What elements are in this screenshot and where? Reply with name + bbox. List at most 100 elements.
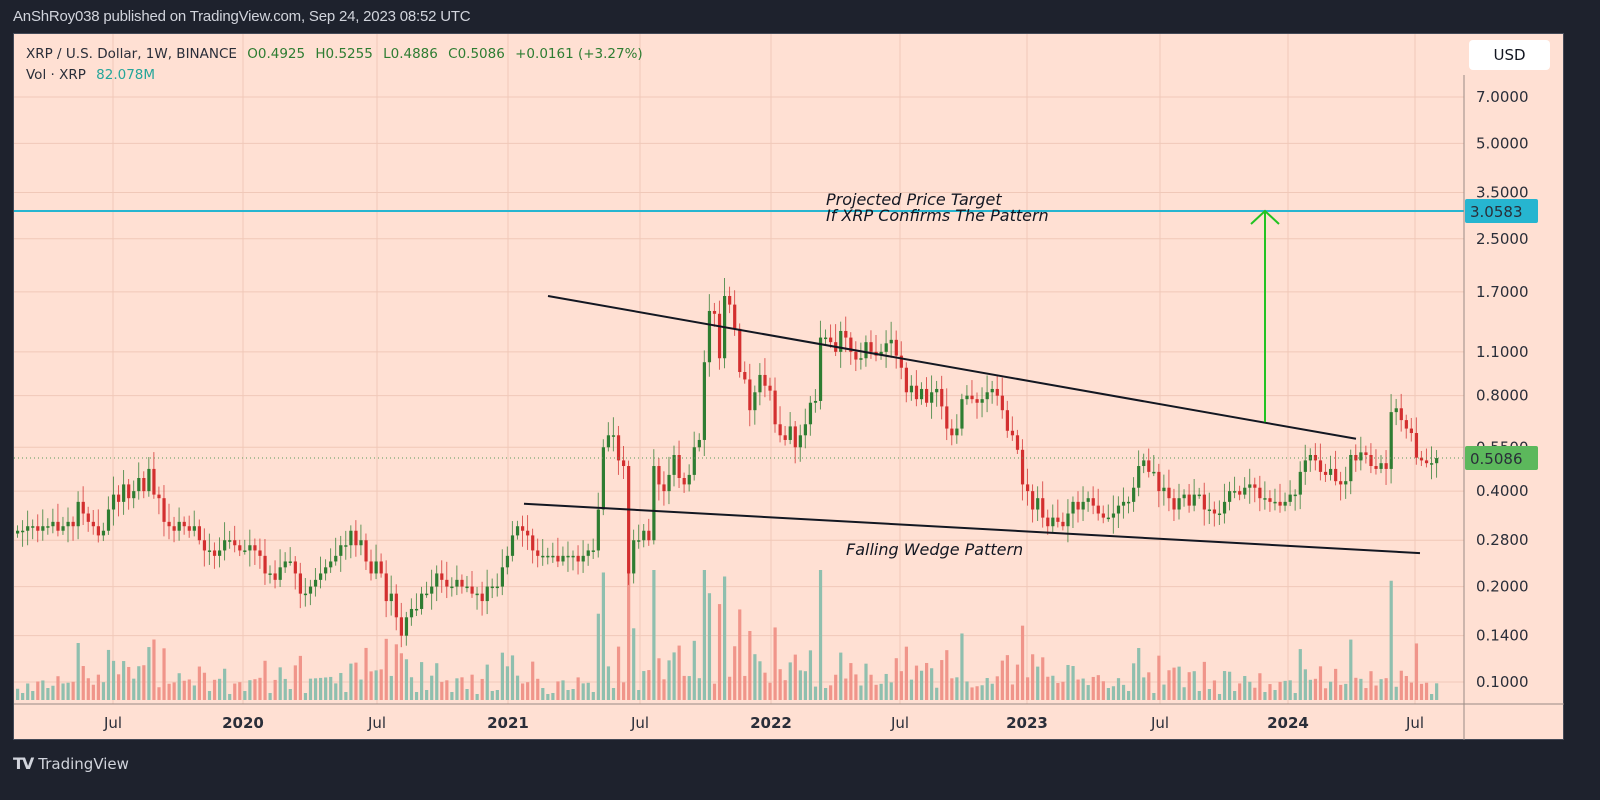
candle-body (793, 426, 797, 448)
volume-bar (414, 692, 419, 700)
candle-body (642, 530, 646, 541)
volume-bar (435, 663, 439, 700)
candle-body (955, 428, 959, 436)
candle-body (505, 555, 510, 568)
candle-body (127, 484, 131, 499)
volume-bar (1177, 666, 1181, 700)
tradingview-logo-icon[interactable]: TV (13, 754, 34, 773)
candle-body (788, 426, 792, 440)
volume-bar (344, 692, 348, 700)
volume-bar (778, 669, 782, 700)
candle-body (596, 509, 600, 551)
volume-bar (283, 678, 287, 700)
volume-bar (1228, 671, 1232, 700)
time-tick: 2023 (1006, 714, 1048, 732)
volume-label[interactable]: Vol · XRP (26, 67, 86, 83)
published-header: AnShRoy038 published on TradingView.com,… (13, 8, 471, 25)
candle-body (1041, 498, 1045, 518)
volume-bar (1167, 670, 1171, 700)
volume-bar (1121, 684, 1126, 700)
candle-body (1222, 501, 1227, 514)
volume-bar (485, 664, 489, 700)
candle-body (1238, 491, 1242, 495)
candle-body (1005, 410, 1009, 431)
volume-bar (389, 675, 393, 700)
candle-body (541, 555, 545, 558)
volume-bar (359, 679, 363, 700)
candle-body (455, 579, 459, 587)
candle-body (313, 579, 318, 587)
candle-body (1409, 428, 1413, 434)
change-value: +0.0161 (+3.27%) (515, 46, 643, 62)
volume-bar (884, 673, 888, 700)
volume-bars (16, 570, 1439, 700)
candle-body (717, 313, 722, 359)
chart-frame (13, 33, 1564, 740)
candle-body (379, 561, 383, 574)
candle-body (1207, 509, 1211, 512)
volume-bar (1364, 688, 1368, 700)
candle-body (1278, 501, 1282, 506)
candle-body (106, 509, 111, 531)
volume-bar (147, 647, 151, 700)
volume-bar (919, 670, 924, 700)
volume-bar (445, 680, 449, 700)
candle-body (1424, 460, 1429, 464)
candle-body (450, 586, 454, 589)
candle-body (1313, 454, 1318, 461)
volume-bar (632, 628, 636, 700)
volume-bar (369, 671, 373, 700)
volume-bar (31, 691, 35, 700)
candle-body (667, 474, 671, 492)
candle-body (1157, 471, 1161, 492)
candle-body (768, 385, 772, 391)
candle-body (1046, 517, 1050, 527)
volume-bar (1116, 678, 1121, 700)
volume-bar (1399, 670, 1403, 700)
candle-body (697, 439, 701, 448)
axes: 7.0000 5.0000 3.5000 2.5000 1.7000 1.1000 0.80… (14, 75, 1564, 740)
volume-bar (51, 685, 55, 700)
candle-body (253, 545, 257, 551)
volume-bar (642, 671, 646, 700)
candle-body (414, 608, 419, 611)
volume-bar (490, 691, 494, 700)
candle-body (813, 400, 818, 403)
candle-body (1172, 498, 1176, 510)
candle-body (132, 491, 136, 499)
price-tick: 2.5000 (1476, 230, 1529, 248)
volume-bar (298, 655, 302, 700)
currency-button[interactable]: USD (1469, 40, 1550, 70)
volume-bar (1273, 690, 1277, 700)
candle-body (425, 593, 429, 596)
volume-bar (1026, 677, 1030, 700)
candle-body (859, 358, 863, 360)
price-tick: 5.0000 (1476, 134, 1529, 152)
candle-body (702, 362, 706, 440)
volume-bar (697, 678, 701, 700)
volume-bar (536, 678, 540, 700)
candle-body (66, 521, 70, 527)
price-tick: 0.4000 (1476, 482, 1529, 500)
volume-bar (450, 692, 454, 700)
candle-body (1323, 471, 1328, 475)
candle-body (263, 555, 267, 574)
volume-bar (687, 676, 691, 700)
time-tick: 2021 (487, 714, 529, 732)
symbol-label[interactable]: XRP / U.S. Dollar, 1W, BINANCE (26, 46, 237, 62)
brand-label[interactable]: TradingView (38, 754, 129, 773)
volume-bar (374, 670, 378, 700)
time-tick: Jul (890, 714, 909, 732)
volume-bar (1374, 685, 1378, 700)
price-tick: 0.1400 (1476, 627, 1529, 645)
candle-body (485, 586, 489, 602)
candle-body (1000, 395, 1004, 411)
volume-bar (1359, 678, 1363, 700)
candle-body (1359, 452, 1363, 461)
candle-body (1081, 501, 1085, 510)
candle-body (521, 526, 525, 531)
candle-body (1298, 471, 1302, 495)
candle-body (364, 540, 368, 562)
volume-bar (606, 666, 611, 700)
